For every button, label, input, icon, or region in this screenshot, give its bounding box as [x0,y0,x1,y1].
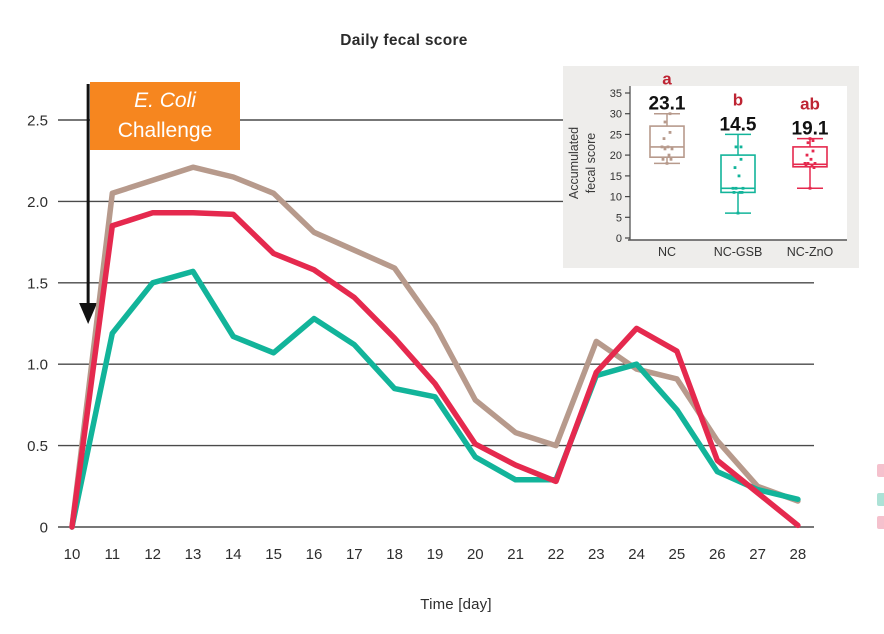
data-point [739,157,743,161]
series-line-nc-gsb [69,268,801,530]
inset-x-category-label: NC [658,245,676,259]
data-point [667,153,671,157]
series-line-nc [69,164,801,530]
y-tick-label: 0 [40,520,48,537]
series-line-nc-zno [69,210,801,530]
data-point [809,157,813,161]
significance-letter-nc: a [662,70,672,89]
data-point [741,186,745,190]
data-point [739,145,743,149]
mean-value-label-nc: 23.1 [649,94,686,115]
x-tick-label: 18 [386,546,403,563]
inset-y-tick-label: 5 [616,212,622,224]
data-point [738,191,742,194]
significance-letter-nc-gsb: b [733,90,743,109]
inset-y-tick-label: 30 [610,109,622,121]
x-tick-label: 25 [669,546,686,563]
data-point [812,166,816,169]
data-point [804,164,808,167]
clipped-legend-swatch-pink-1 [877,464,884,477]
x-tick-label: 23 [588,546,605,563]
data-point [813,162,817,165]
data-point [737,174,741,178]
x-tick-label: 19 [427,546,444,563]
y-tick-label: 2.5 [27,113,48,130]
inset-y-tick-label: 10 [610,192,622,204]
data-point [803,162,807,165]
data-point [663,120,667,124]
chart-title: Daily fecal score [340,32,468,49]
x-tick-label: 12 [144,546,161,563]
x-tick-label: 13 [185,546,202,563]
accumulated-boxplot: 0 5 10 15 20 25 30 35 Accumulated fecal score a 23.… [567,70,847,259]
accumulated-fecal-score-inset: 0 5 10 15 20 25 30 35 Accumulated fecal score a 23.… [563,66,859,268]
data-point [662,137,666,140]
x-tick-label: 14 [225,546,242,563]
box-nc-gsb [720,154,756,194]
data-point [808,186,812,190]
data-point [740,191,744,194]
data-point [736,211,740,215]
box-nc-zno [792,146,828,168]
data-point [668,131,672,134]
inset-y-axis-label-line1: Accumulated [567,127,581,199]
inset-x-category-label: NC-GSB [714,245,763,259]
data-point [660,145,664,149]
x-tick-label: 22 [548,546,565,563]
ecoli-annotation-line2: Challenge [117,119,213,142]
y-tick-label: 0.5 [27,438,48,455]
data-point [732,191,736,194]
mean-value-label-nc-gsb: 14.5 [720,114,757,135]
data-point [811,139,815,142]
x-tick-label: 21 [507,546,524,563]
data-point [663,147,667,151]
ecoli-annotation-line1: E. Coli [134,89,196,113]
data-point [669,157,673,161]
x-tick-label: 17 [346,546,363,563]
data-point [733,166,737,169]
data-point [806,162,810,165]
data-point [734,186,738,190]
inset-y-tick-label: 20 [610,150,622,162]
x-tick-label: 10 [64,546,81,563]
box-nc [649,125,685,158]
x-tick-label: 16 [306,546,323,563]
data-point [668,112,672,116]
ecoli-challenge-annotation: E. Coli Challenge [90,82,240,150]
y-tick-label: 1.5 [27,275,48,292]
challenge-arrow-head [79,303,98,324]
inset-y-tick-label: 0 [616,233,622,245]
data-point [661,157,665,161]
data-point [665,162,669,165]
inset-x-category-label: NC-ZnO [787,245,834,259]
data-point [731,186,735,190]
data-point [808,137,812,140]
data-point [670,147,674,151]
inset-y-tick-label: 35 [610,88,622,100]
data-point [666,145,670,149]
x-tick-label: 20 [467,546,484,563]
x-tick-label: 28 [790,546,807,563]
inset-y-tick-label: 25 [610,129,622,141]
data-point [734,145,738,149]
y-tick-label: 2.0 [27,194,48,211]
y-tick-label: 1.0 [27,357,48,374]
inset-y-tick-label: 15 [610,171,622,183]
data-point [806,141,810,145]
x-tick-label: 15 [265,546,282,563]
mean-value-label-nc-zno: 19.1 [792,119,829,140]
data-point [805,153,809,157]
x-axis-title: Time [day] [420,596,492,613]
clipped-legend-swatch-teal [877,493,884,506]
inset-y-axis-label-line2: fecal score [584,133,598,193]
x-tick-label: 24 [628,546,645,563]
clipped-legend-swatch-pink-2 [877,516,884,529]
significance-letter-nc-zno: ab [800,95,820,114]
x-tick-label: 11 [105,546,121,563]
x-tick-label: 26 [709,546,726,563]
data-point [810,164,814,167]
x-tick-label: 27 [749,546,766,563]
data-point [811,149,815,153]
